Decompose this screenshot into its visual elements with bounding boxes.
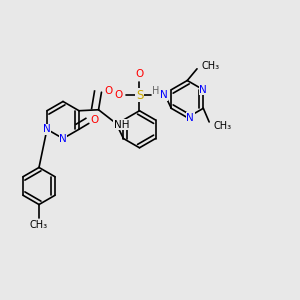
Text: N: N xyxy=(59,134,67,143)
Text: N: N xyxy=(43,124,51,134)
Text: N: N xyxy=(186,112,194,123)
Text: CH₃: CH₃ xyxy=(30,220,48,230)
Text: O: O xyxy=(114,90,122,100)
Text: NH: NH xyxy=(114,120,129,130)
Text: S: S xyxy=(136,88,143,102)
Text: N: N xyxy=(200,85,207,95)
Text: CH₃: CH₃ xyxy=(214,122,232,131)
Text: O: O xyxy=(135,69,144,79)
Text: N: N xyxy=(160,90,167,100)
Text: CH₃: CH₃ xyxy=(202,61,220,71)
Text: H: H xyxy=(152,85,160,96)
Text: O: O xyxy=(104,86,112,96)
Text: O: O xyxy=(91,116,99,125)
